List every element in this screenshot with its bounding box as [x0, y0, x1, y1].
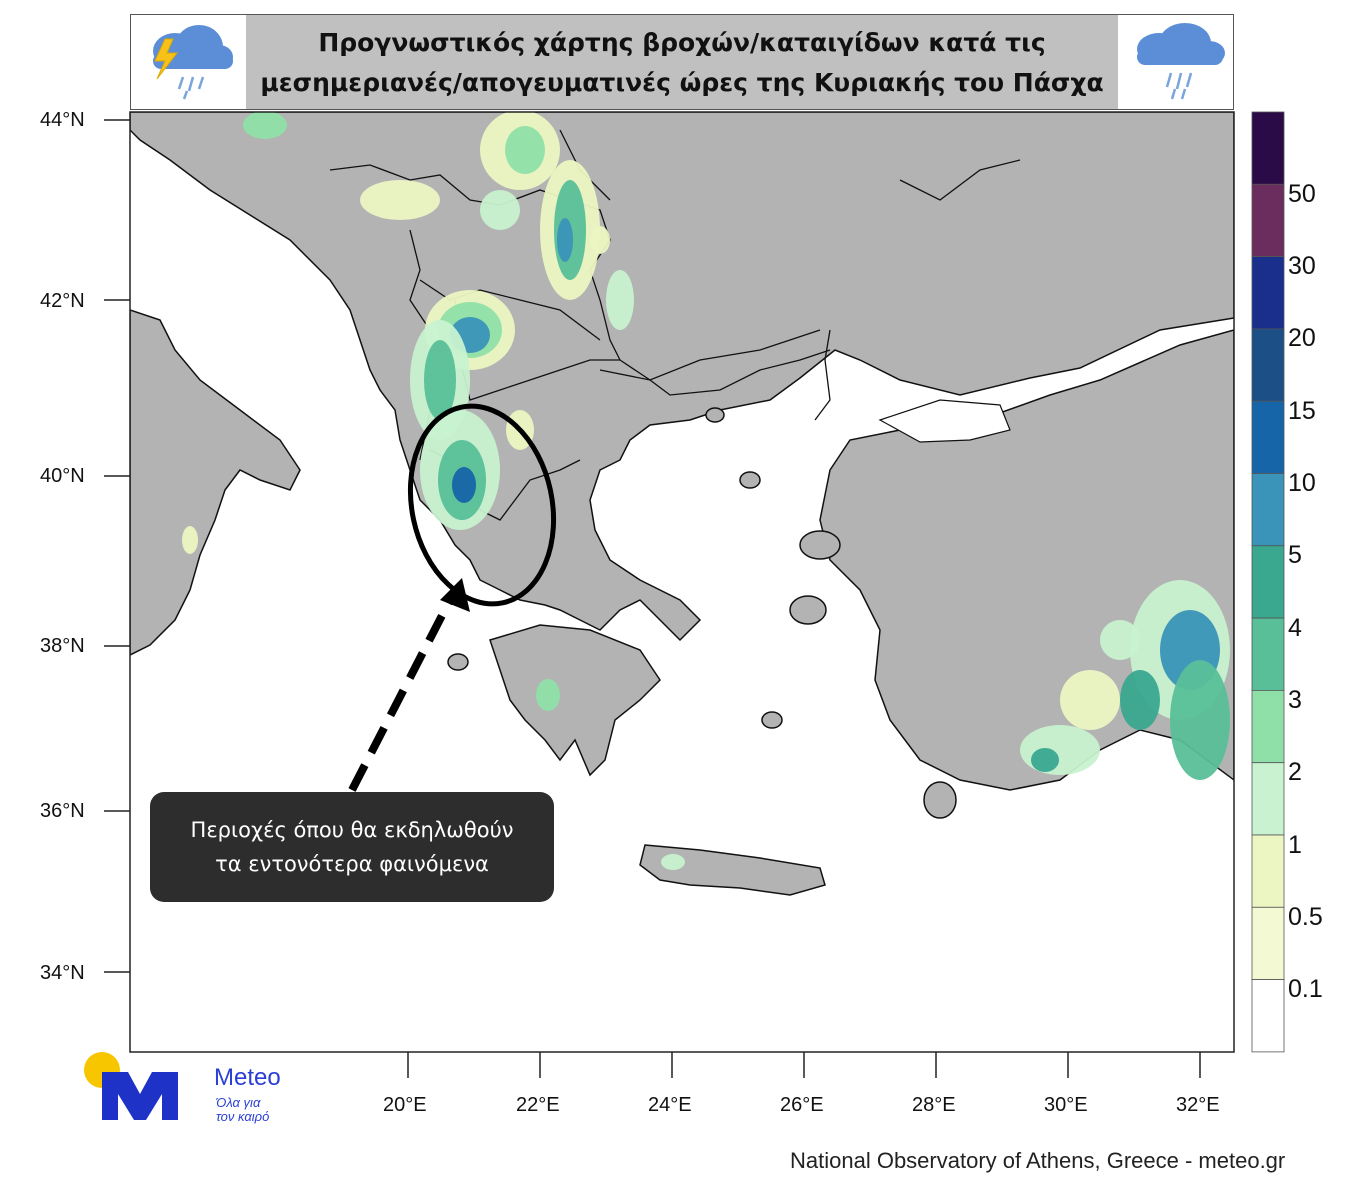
- colorbar-swatch: [1251, 834, 1285, 908]
- logo-name: Meteo: [214, 1064, 281, 1091]
- colorbar-swatch: [1251, 617, 1285, 691]
- colorbar-swatch: [1251, 906, 1285, 980]
- highlight-ellipse: [407, 403, 557, 607]
- precipitation-layer: [182, 112, 1230, 870]
- colorbar-swatch: [1251, 473, 1285, 547]
- callout-line-1: Περιοχές όπου θα εκδηλωθούν: [190, 818, 514, 842]
- island-rhodes: [923, 781, 957, 819]
- balkan-mainland: [130, 112, 1234, 642]
- map-title: Προγνωστικός χάρτης βροχών/καταιγίδων κα…: [246, 21, 1118, 105]
- lat-label-34: 34°N: [40, 962, 85, 984]
- precipitation-area: [480, 190, 520, 230]
- precipitation-area: [1020, 725, 1100, 775]
- island: [705, 407, 725, 423]
- peloponnese: [489, 624, 661, 777]
- colorbar-label: 0.1: [1288, 975, 1323, 1003]
- precipitation-area: [182, 526, 198, 554]
- lon-label-30: 30°E: [1044, 1094, 1088, 1116]
- title-background: [246, 15, 1118, 109]
- colorbar-swatch: [1251, 979, 1285, 1053]
- colorbar-swatch: [1251, 111, 1285, 185]
- title-line-1: Προγνωστικός χάρτης βροχών/καταιγίδων κα…: [318, 28, 1046, 57]
- land-masses: [130, 112, 1234, 896]
- colorbar-swatch: [1251, 328, 1285, 402]
- precipitation-area: [505, 126, 545, 174]
- callout-box: Περιοχές όπου θα εκδηλωθούν τα εντονότερ…: [150, 792, 554, 902]
- precipitation-area: [536, 679, 560, 711]
- meteo-logo: [84, 1052, 178, 1120]
- title-line-2: μεσημεριανές/απογευματινές ώρες της Κυρι…: [260, 68, 1104, 97]
- lat-label-44: 44°N: [40, 109, 85, 131]
- colorbar-label: 5: [1288, 541, 1302, 569]
- title-box: Προγνωστικός χάρτης βροχών/καταιγίδων κα…: [130, 14, 1234, 110]
- logo-tagline-line-1: Όλα για: [216, 1095, 261, 1110]
- colorbar-label: 2: [1288, 758, 1302, 786]
- lat-label-42: 42°N: [40, 290, 85, 312]
- colorbar-label: 20: [1288, 324, 1316, 352]
- precipitation-area: [243, 112, 287, 139]
- logo-tagline: Όλα για τον καιρό: [216, 1096, 306, 1124]
- lat-label-38: 38°N: [40, 635, 85, 657]
- credit-text: National Observatory of Athens, Greece -…: [790, 1148, 1286, 1173]
- precipitation-area: [557, 218, 573, 262]
- crete: [639, 844, 826, 896]
- sea-of-marmara: [878, 399, 1011, 443]
- precipitation-area: [1120, 670, 1160, 730]
- precipitation-area: [1100, 620, 1140, 660]
- lat-label-40: 40°N: [40, 465, 85, 487]
- lon-label-24: 24°E: [648, 1094, 692, 1116]
- colorbar-swatch: [1251, 256, 1285, 330]
- colorbar-label: 1: [1288, 831, 1302, 859]
- callout-arrow-head: [440, 578, 470, 612]
- precipitation-area: [1031, 748, 1059, 772]
- island: [447, 653, 469, 671]
- lat-label-36: 36°N: [40, 800, 85, 822]
- precipitation-area: [424, 340, 456, 420]
- callout-arrow: [348, 598, 454, 792]
- colorbar-label: 50: [1288, 180, 1316, 208]
- lon-label-22: 22°E: [516, 1094, 560, 1116]
- colorbar-label: 4: [1288, 614, 1302, 642]
- island: [739, 471, 761, 489]
- thunderstorm-cloud-icon: [153, 25, 233, 100]
- island: [761, 711, 783, 729]
- callout-line-2: τα εντονότερα φαινόμενα: [215, 852, 489, 876]
- colorbar-swatch: [1251, 400, 1285, 474]
- precipitation-area: [1060, 670, 1120, 730]
- lon-label-28: 28°E: [912, 1094, 956, 1116]
- colorbar-swatch: [1251, 762, 1285, 836]
- precipitation-area: [661, 854, 685, 870]
- logo-tagline-line-2: τον καιρό: [216, 1109, 270, 1124]
- colorbar-swatch: [1251, 545, 1285, 619]
- colorbar-swatch: [1251, 690, 1285, 764]
- precipitation-area: [590, 226, 610, 254]
- italy: [130, 309, 301, 656]
- colorbar-label: 3: [1288, 686, 1302, 714]
- lon-label-32: 32°E: [1176, 1094, 1220, 1116]
- precipitation-area: [606, 270, 634, 330]
- colorbar-label: 15: [1288, 397, 1316, 425]
- colorbar: [1251, 111, 1285, 1053]
- rain-cloud-icon: [1137, 23, 1225, 100]
- colorbar-label: 0.5: [1288, 903, 1323, 931]
- precipitation-area: [360, 180, 440, 220]
- island-lesvos: [799, 530, 841, 560]
- axis-ticks: [104, 119, 1201, 1078]
- island-lesvos: [789, 595, 827, 625]
- precipitation-area: [452, 467, 476, 503]
- lon-label-26: 26°E: [780, 1094, 824, 1116]
- precipitation-area: [1170, 660, 1230, 780]
- colorbar-label: 30: [1288, 252, 1316, 280]
- map-frame: [129, 111, 1235, 1053]
- lon-label-20: 20°E: [383, 1094, 427, 1116]
- colorbar-swatch: [1251, 183, 1285, 258]
- colorbar-label: 10: [1288, 469, 1316, 497]
